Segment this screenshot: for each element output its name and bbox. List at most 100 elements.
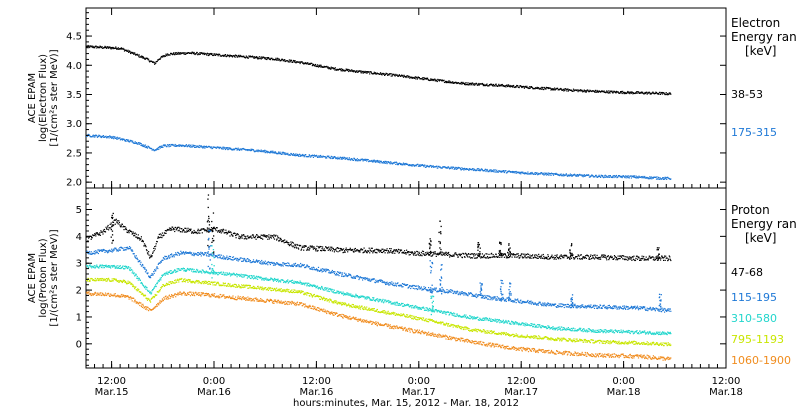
electron-point-175-315: [142, 144, 144, 146]
electron-point-38-53: [153, 61, 155, 63]
electron-point-175-315: [500, 171, 502, 173]
proton-point-47-68: [408, 251, 410, 253]
proton-point-47-68: [192, 231, 194, 233]
proton-point-310-580: [183, 270, 185, 272]
electron-point-38-53: [176, 53, 178, 55]
proton-point-115-195: [545, 305, 547, 307]
proton-point-310-580: [158, 279, 160, 282]
proton-point-47-68: [194, 231, 196, 233]
electron-point-175-315: [257, 151, 259, 153]
proton-point-47-68: [418, 252, 420, 254]
electron-point-175-315: [184, 145, 186, 147]
proton-point-310-580: [205, 270, 207, 272]
proton-point-310-580: [269, 278, 271, 280]
electron-point-175-315: [115, 137, 117, 139]
proton-point-47-68: [448, 251, 450, 254]
electron-point-175-315: [222, 148, 224, 150]
proton-point-115-195: [664, 308, 666, 310]
electron-point-38-53: [226, 54, 228, 56]
proton-point-310-580: [249, 275, 251, 277]
proton-point-310-580: [210, 271, 212, 274]
proton-point-47-68: [617, 255, 619, 257]
electron-point-38-53: [443, 79, 445, 81]
electron-point-38-53: [421, 78, 423, 80]
proton-point-47-68: [88, 237, 90, 239]
electron-point-38-53: [614, 91, 616, 93]
proton-point-47-68: [570, 257, 573, 259]
electron-point-38-53: [469, 84, 471, 86]
electron-point-38-53: [507, 84, 510, 86]
proton-point-47-68: [329, 248, 331, 250]
proton-point-47-68: [132, 231, 134, 233]
proton-point-47-68: [181, 231, 183, 233]
electron-point-38-53: [185, 53, 187, 55]
electron-point-175-315: [502, 171, 504, 173]
proton-point-115-195: [636, 305, 639, 307]
proton-point-115-195: [262, 261, 264, 263]
proton-point-115-195: [173, 254, 175, 256]
electron-point-38-53: [452, 81, 454, 83]
electron-point-38-53: [554, 87, 556, 89]
proton-point-47-68: [291, 245, 293, 247]
proton-point-115-195: [616, 308, 619, 310]
proton-point-47-68: [308, 246, 310, 248]
proton-point-115-195: [388, 282, 390, 284]
electron-point-38-53: [137, 54, 139, 56]
proton-point-47-68: [227, 231, 229, 233]
proton-point-310-580: [146, 287, 148, 289]
electron-point-175-315: [643, 177, 645, 179]
electron-point-38-53: [430, 79, 432, 81]
proton-point-115-195: [168, 254, 170, 257]
proton-point-115-195: [588, 304, 590, 306]
electron-point-175-315: [142, 145, 144, 148]
proton-point-115-195: [498, 298, 500, 300]
proton-point-115-195: [606, 306, 608, 308]
electron-point-38-53: [504, 85, 506, 87]
electron-point-38-53: [247, 57, 249, 59]
electron-point-38-53: [127, 50, 129, 52]
proton-point-47-68: [306, 249, 308, 251]
proton-point-115-195: [480, 297, 482, 299]
proton-point-47-68: [99, 234, 101, 236]
proton-point-115-195: [455, 291, 457, 293]
proton-point-47-68: [479, 256, 481, 258]
proton-point-115-195: [294, 262, 297, 264]
electron-point-175-315: [312, 155, 314, 157]
electron-point-38-53: [177, 52, 179, 54]
proton-point-47-68: [495, 253, 497, 255]
proton-point-310-580: [186, 269, 188, 271]
proton-point-115-195: [379, 280, 382, 282]
electron-point-38-53: [178, 52, 180, 54]
proton-point-47-68: [475, 253, 477, 255]
proton-point-47-68: [154, 248, 156, 250]
electron-point-175-315: [624, 177, 626, 179]
electron-point-175-315: [519, 172, 521, 175]
electron-point-175-315: [480, 169, 482, 171]
electron-point-38-53: [662, 93, 664, 95]
proton-point-47-68: [666, 257, 668, 259]
proton-point-310-580: [226, 272, 228, 274]
proton-point-115-195: [589, 306, 591, 309]
proton-point-47-68: [506, 255, 508, 258]
electron-point-175-315: [494, 169, 496, 171]
proton-point-115-195: [292, 265, 294, 268]
proton-point-47-68: [443, 254, 445, 256]
electron-point-38-53: [645, 92, 647, 95]
proton-point-115-195: [520, 299, 522, 301]
electron-point-38-53: [350, 70, 352, 72]
proton-point-115-195: [219, 254, 221, 256]
electron-point-38-53: [210, 52, 212, 55]
electron-point-38-53: [553, 89, 555, 91]
electron-point-175-315: [515, 170, 517, 173]
proton-point-310-580: [184, 269, 186, 271]
proton-point-115-195: [414, 288, 416, 290]
electron-point-38-53: [593, 90, 596, 93]
proton-point-115-195: [340, 272, 342, 274]
proton-point-310-580: [210, 270, 213, 272]
proton-point-310-580: [260, 276, 262, 279]
electron-point-38-53: [361, 72, 363, 74]
proton-point-115-195: [94, 253, 96, 255]
proton-point-310-580: [104, 265, 107, 267]
electron-point-38-53: [217, 53, 219, 56]
proton-point-47-68: [585, 257, 587, 259]
